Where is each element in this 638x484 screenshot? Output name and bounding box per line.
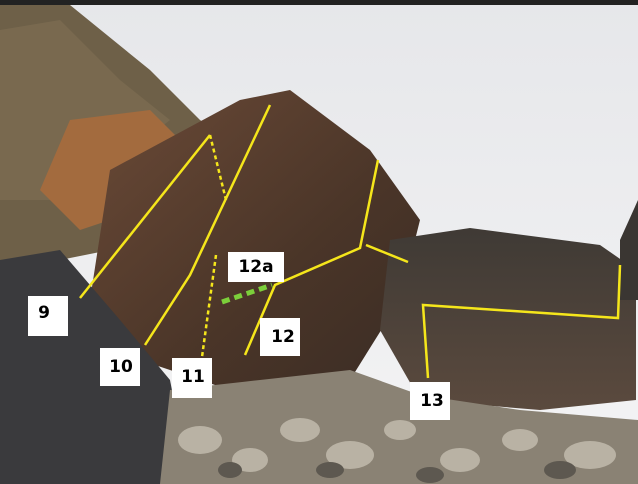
route-label: 9 bbox=[38, 303, 50, 323]
route-lines bbox=[79, 104, 622, 379]
route-label: 13 bbox=[420, 391, 444, 411]
route-label: 12 bbox=[271, 327, 295, 347]
route-label: 11 bbox=[181, 367, 205, 387]
route-label: 10 bbox=[109, 357, 133, 377]
route-label: 12a bbox=[238, 257, 273, 277]
route-labels: 9 10 11 12a 12 13 bbox=[28, 252, 450, 420]
